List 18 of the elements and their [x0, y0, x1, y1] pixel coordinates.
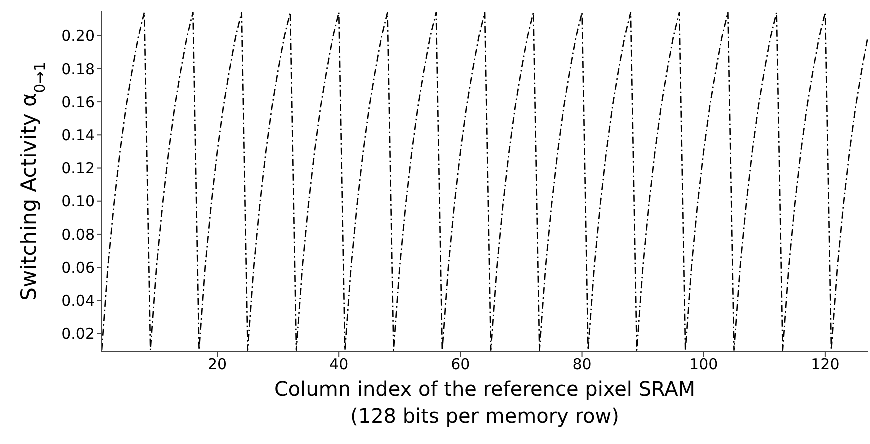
y-tick-label: 0.14: [62, 126, 95, 144]
y-tick-label: 0.06: [62, 258, 95, 277]
y-tick-label: 0.18: [62, 60, 95, 78]
x-tick-label: 20: [208, 356, 228, 374]
x-tick-label: 100: [690, 356, 718, 374]
x-tick-label: 60: [451, 356, 470, 374]
y-tick-label: 0.04: [62, 292, 95, 310]
x-tick-label: 120: [811, 356, 840, 374]
line-series: [102, 12, 868, 351]
y-tick-label: 0.20: [62, 27, 95, 46]
y-tick-label: 0.12: [62, 160, 95, 178]
x-axis-title: Column index of the reference pixel SRAM (128 bits per memory row): [274, 377, 696, 428]
y-tick-label: 0.10: [62, 192, 95, 211]
y-tick-label: 0.02: [62, 325, 95, 344]
y-tick-label: 0.16: [62, 93, 95, 112]
y-tick-label: 0.08: [62, 226, 95, 244]
x-tick-label: 80: [572, 356, 592, 374]
x-tick-label: 40: [330, 356, 349, 374]
